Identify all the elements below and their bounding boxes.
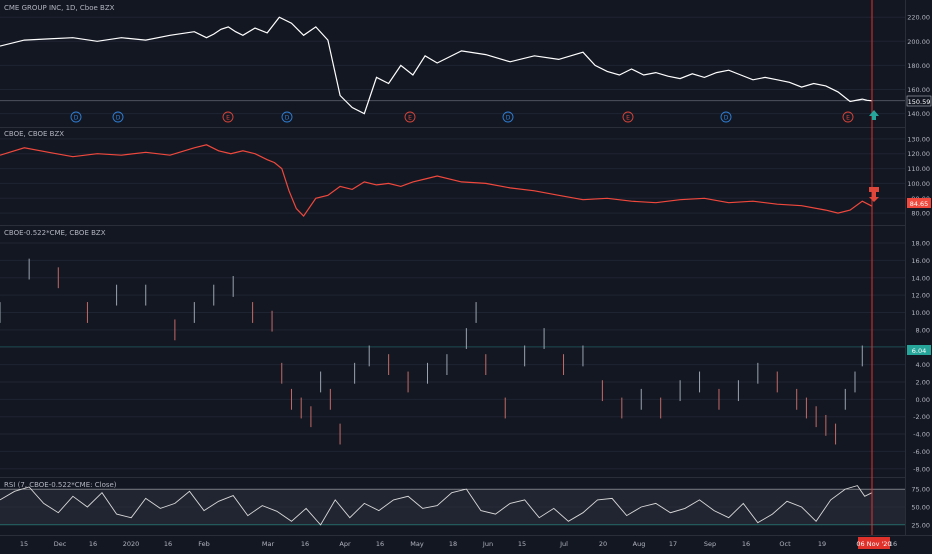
spread-pane-title: CBOE-0.522*CME, CBOE BZX — [4, 229, 106, 237]
rsi-band — [0, 489, 905, 525]
cme-last-value: 150.59 — [908, 98, 931, 106]
dividend-event-badge — [70, 111, 82, 123]
time-axis-label: Mar — [262, 540, 275, 548]
spread-tick-label: 8.00 — [916, 326, 930, 334]
time-axis-label: 16 — [889, 540, 897, 548]
cme-tick-label: 180.00 — [907, 62, 930, 70]
time-axis-label: 2020 — [123, 540, 140, 548]
rsi-tick-label: 25.00 — [911, 521, 930, 529]
down-arrow-icon — [869, 187, 879, 202]
cme-last-value-badge — [906, 95, 932, 107]
time-axis-label: Apr — [339, 540, 351, 548]
spread-tick-label: 16.00 — [911, 257, 930, 265]
cme-tick-label: 200.00 — [907, 38, 930, 46]
time-axis-label: 16 — [742, 540, 750, 548]
earnings-event-badge — [404, 111, 416, 123]
earnings-event-badge — [842, 111, 854, 123]
cme-tick-label: 220.00 — [907, 14, 930, 22]
dividend-event-badge — [720, 111, 732, 123]
earnings-event-label: E — [846, 115, 850, 122]
time-axis-label: 15 — [20, 540, 28, 548]
spread-tick-label: 14.00 — [911, 274, 930, 282]
time-axis-label: 16 — [301, 540, 309, 548]
cboe-series-line — [0, 144, 873, 218]
spread-tick-label: 12.00 — [911, 292, 930, 300]
cme-tick-label: 140.00 — [907, 110, 930, 118]
time-axis-label: 20 — [599, 540, 607, 548]
rsi-band-layer — [0, 488, 905, 526]
dividend-event-badge — [112, 111, 124, 123]
dividend-event-label: D — [724, 115, 729, 122]
spread-tick-label: -4.00 — [913, 431, 930, 439]
cboe-tick-label: 80.00 — [911, 210, 930, 218]
cboe-tick-label: 100.00 — [907, 180, 930, 188]
grid-layer — [0, 16, 905, 526]
time-axis-label: Aug — [633, 540, 646, 548]
time-axis-label: Jul — [559, 540, 568, 548]
earnings-event-label: E — [408, 115, 412, 122]
spread-last-value-badge — [907, 345, 931, 355]
spread-tick-label: 0.00 — [916, 396, 930, 404]
cboe-tick-label: 110.00 — [907, 165, 930, 173]
earnings-event-label: E — [626, 115, 630, 122]
spread-tick-label: -6.00 — [913, 448, 930, 456]
dividend-event-badge — [281, 111, 293, 123]
dividend-event-label: D — [116, 115, 121, 122]
time-axis-label: 19 — [818, 540, 826, 548]
spread-tick-label: 10.00 — [911, 309, 930, 317]
rsi-tick-label: 75.00 — [911, 486, 930, 494]
rsi-series-line — [0, 485, 873, 526]
time-axis-label: Sep — [704, 540, 716, 548]
spread-tick-label: 4.00 — [916, 361, 930, 369]
earnings-event-label: E — [226, 115, 230, 122]
spread-tick-label: 2.00 — [916, 378, 930, 386]
cboe-last-value-badge — [907, 198, 931, 208]
dividend-event-label: D — [506, 115, 511, 122]
time-axis-label: 18 — [449, 540, 457, 548]
time-axis-label: 15 — [518, 540, 526, 548]
cursor-time-badge — [858, 537, 890, 549]
time-axis-label: 16 — [89, 540, 97, 548]
time-axis-label: Oct — [779, 540, 791, 548]
time-axis-label: Feb — [198, 540, 210, 548]
earnings-event-badge — [622, 111, 634, 123]
time-axis-label: Jun — [482, 540, 493, 548]
time-axis-label: 16 — [376, 540, 384, 548]
cme-series-line — [0, 16, 873, 115]
time-axis-label: May — [410, 540, 424, 548]
cboe-tick-label: 130.00 — [907, 135, 930, 143]
dividend-event-label: D — [285, 115, 290, 122]
dividend-event-label: D — [74, 115, 79, 122]
cme-tick-label: 160.00 — [907, 86, 930, 94]
earnings-event-badge — [222, 111, 234, 123]
dividend-event-badge — [502, 111, 514, 123]
series-layer — [0, 16, 873, 526]
cboe-pane-title: CBOE, CBOE BZX — [4, 130, 64, 138]
spread-tick-label: 18.00 — [911, 240, 930, 248]
rsi-pane-title: RSI (7, CBOE-0.522*CME: Close) — [4, 481, 117, 489]
up-arrow-icon — [869, 110, 879, 120]
time-axis-label: Dec — [54, 540, 67, 548]
cme-pane-title: CME GROUP INC, 1D, Cboe BZX — [4, 4, 115, 12]
cboe-last-value: 84.65 — [910, 200, 929, 208]
cboe-tick-label: 120.00 — [907, 150, 930, 158]
cursor-time-label: 06 Nov '20 — [856, 540, 891, 548]
time-axis-label: 16 — [164, 540, 172, 548]
time-axis-label: 17 — [669, 540, 677, 548]
spread-tick-label: -2.00 — [913, 413, 930, 421]
rsi-tick-label: 50.00 — [911, 504, 930, 512]
spread-tick-label: -8.00 — [913, 465, 930, 473]
spread-last-value: 6.04 — [912, 347, 926, 355]
